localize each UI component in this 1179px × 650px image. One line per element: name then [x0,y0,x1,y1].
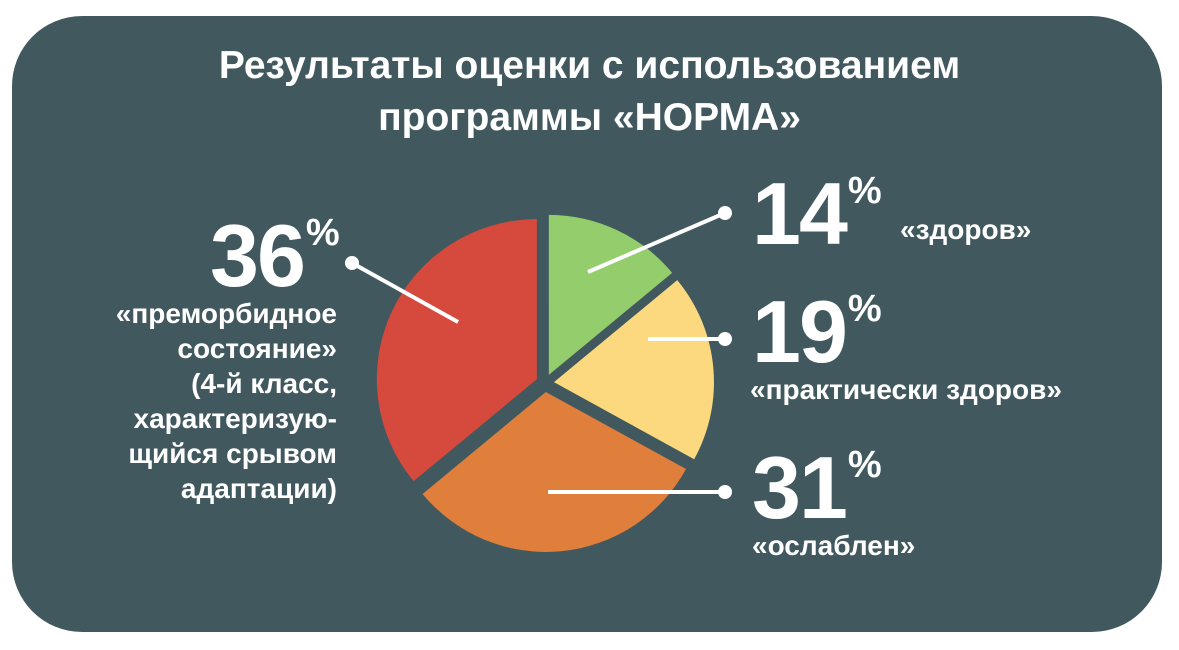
leader-dot [718,206,732,220]
label-premorbid-line-5: щийся срывом [128,438,337,469]
chart-title: Результаты оценки с использованием прогр… [0,40,1179,144]
pct-healthy-number: 14 [752,164,848,263]
label-premorbid-line-6: адаптации) [180,473,337,504]
leader-dot [718,485,732,499]
leader-dot [345,256,359,270]
leader-line [351,261,459,324]
label-weakened-line: «ослаблен» [752,530,916,561]
label-premorbid-line-1: «преморбидное [115,298,337,329]
pct-premorbid: 36% [210,212,340,300]
label-weakened: «ослаблен» [752,528,915,563]
pct-weakened: 31% [752,444,882,532]
pct-premorbid-sign: % [305,212,340,254]
slice-practically-healthy [553,280,714,460]
label-premorbid-line-4: характеризую- [133,403,337,434]
pct-practically-healthy: 19% [752,288,882,376]
pct-weakened-sign: % [847,444,882,486]
leader-dot [718,332,732,346]
pct-healthy: 14% [752,170,882,258]
chart-title-line-2: программы «НОРМА» [378,96,801,139]
label-premorbid-line-2: состояние» [177,333,337,364]
label-healthy: «здоров» [900,212,1031,247]
pct-healthy-sign: % [847,170,882,212]
label-practically-healthy-line: «практически здоров» [750,374,1062,405]
pct-weakened-number: 31 [752,438,848,537]
pct-practically-healthy-sign: % [847,288,882,330]
pct-practically-healthy-number: 19 [752,282,848,381]
pct-premorbid-number: 36 [210,206,306,305]
chart-title-line-1: Результаты оценки с использованием [218,44,961,87]
label-healthy-line: «здоров» [900,214,1032,245]
label-premorbid: «преморбидное состояние» (4-й класс, хар… [116,296,337,506]
slice-healthy [548,214,673,375]
label-practically-healthy: «практически здоров» [750,372,1062,407]
slice-premorbid [376,219,537,482]
leader-line [587,211,726,274]
label-premorbid-line-3: (4-й класс, [191,368,337,399]
slice-weakened [422,391,687,552]
